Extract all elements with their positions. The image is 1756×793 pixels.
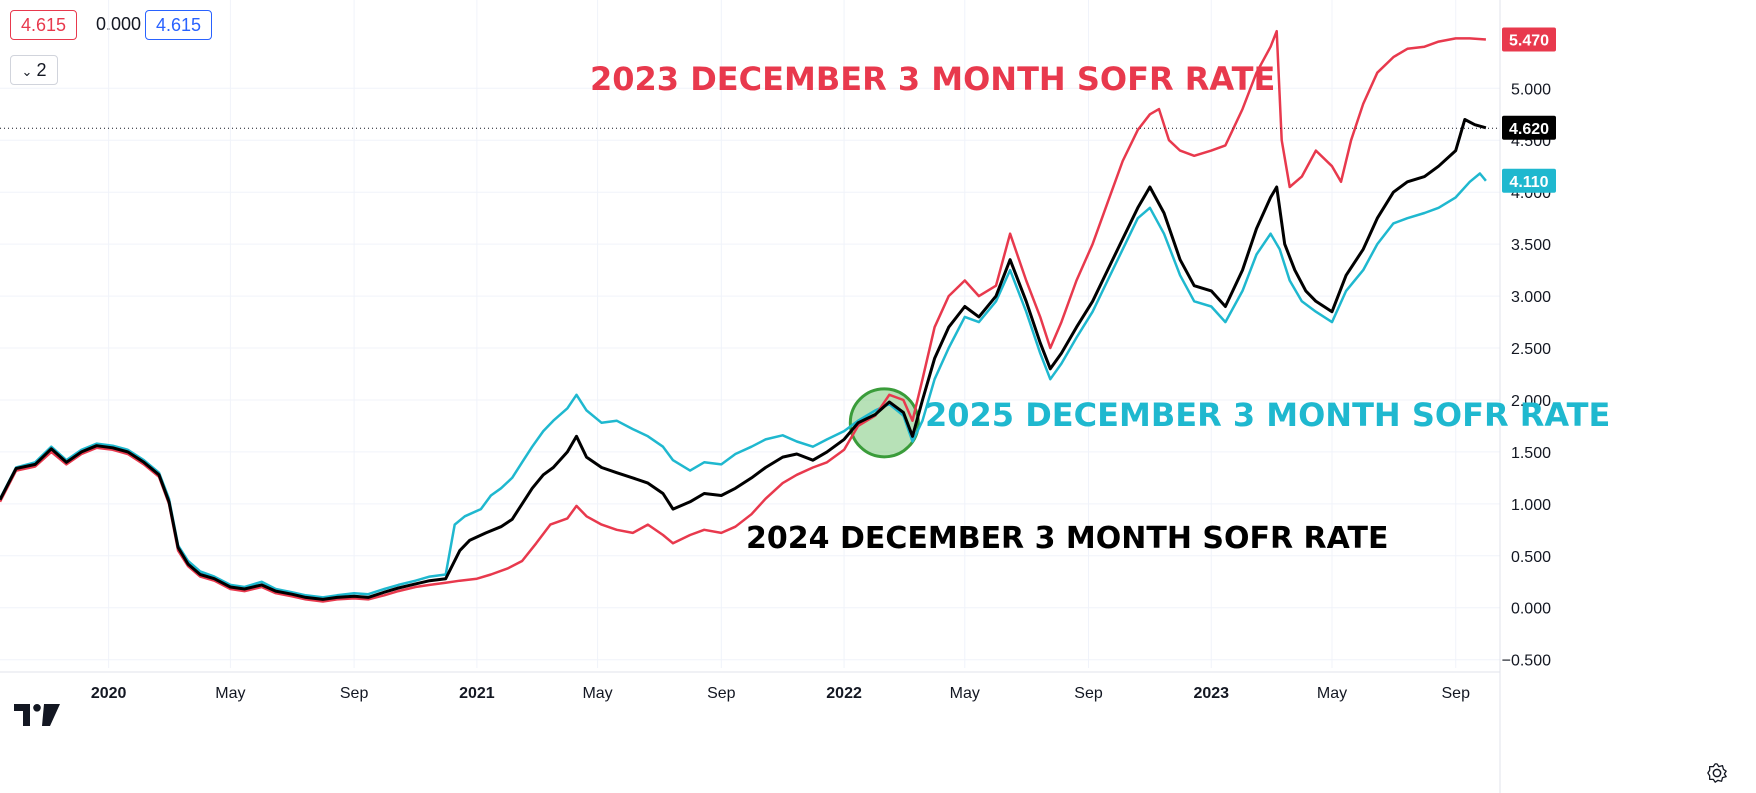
x-tick-label: 2020 bbox=[91, 685, 127, 702]
tradingview-logo[interactable] bbox=[14, 704, 60, 726]
y-tick-label: 3.500 bbox=[1511, 237, 1551, 254]
y-tick-label: 0.500 bbox=[1511, 549, 1551, 566]
last-value-tag-red bbox=[1502, 27, 1556, 52]
y-tick-label: 1.500 bbox=[1511, 445, 1551, 462]
legend-value-red-text: 4.615 bbox=[21, 15, 67, 35]
legend-value-blue: 4.615 bbox=[145, 10, 213, 40]
x-tick-label: Sep bbox=[1442, 685, 1471, 702]
x-tick-label: 2022 bbox=[826, 685, 862, 702]
annotation-label: 2024 DECEMBER 3 MONTH SOFR RATE bbox=[746, 521, 1389, 556]
last-value-label-black: 4.620 bbox=[1509, 121, 1549, 138]
settings-gear-icon[interactable] bbox=[1706, 762, 1728, 784]
last-value-label-red: 5.470 bbox=[1509, 32, 1549, 49]
collapse-indicators-button[interactable]: ⌄ 2 bbox=[10, 55, 58, 85]
series-line-black bbox=[0, 118, 1487, 601]
last-value-tag-cyan bbox=[1502, 168, 1556, 193]
x-tick-label: May bbox=[215, 685, 245, 702]
legend-value-change-text: 0.000 bbox=[96, 14, 142, 34]
collapse-count: 2 bbox=[36, 60, 47, 80]
x-tick-label: Sep bbox=[340, 685, 369, 702]
x-tick-label: May bbox=[582, 685, 612, 702]
y-tick-label: 0.000 bbox=[1511, 601, 1551, 618]
x-tick-label: 2021 bbox=[459, 685, 495, 702]
x-tick-label: 2023 bbox=[1193, 685, 1229, 702]
y-tick-label: 2.000 bbox=[1511, 393, 1551, 410]
annotation-label: 2023 DECEMBER 3 MONTH SOFR RATE bbox=[590, 60, 1275, 98]
highlight-circle bbox=[848, 387, 920, 459]
chevron-down-icon: ⌄ bbox=[21, 64, 33, 79]
y-tick-label: 3.000 bbox=[1511, 289, 1551, 306]
annotation-label: 2025 DECEMBER 3 MONTH SOFR RATE bbox=[925, 396, 1610, 434]
series-line-red bbox=[0, 29, 1486, 603]
y-tick-label: 1.000 bbox=[1511, 497, 1551, 514]
y-tick-label: 2.500 bbox=[1511, 341, 1551, 358]
legend-value-blue-text: 4.615 bbox=[156, 15, 202, 35]
y-tick-label: −0.500 bbox=[1502, 653, 1551, 670]
legend-value-red: 4.615 bbox=[10, 10, 78, 40]
series-line-cyan bbox=[0, 172, 1487, 599]
x-tick-label: Sep bbox=[707, 685, 736, 702]
last-value-tag-black bbox=[1502, 115, 1556, 140]
x-tick-label: May bbox=[1317, 685, 1347, 702]
x-tick-label: Sep bbox=[1074, 685, 1103, 702]
last-value-label-cyan: 4.110 bbox=[1509, 174, 1548, 191]
legend-value-change: 0.000 bbox=[90, 10, 148, 40]
y-tick-label: 5.000 bbox=[1511, 81, 1551, 98]
x-tick-label: May bbox=[950, 685, 980, 702]
